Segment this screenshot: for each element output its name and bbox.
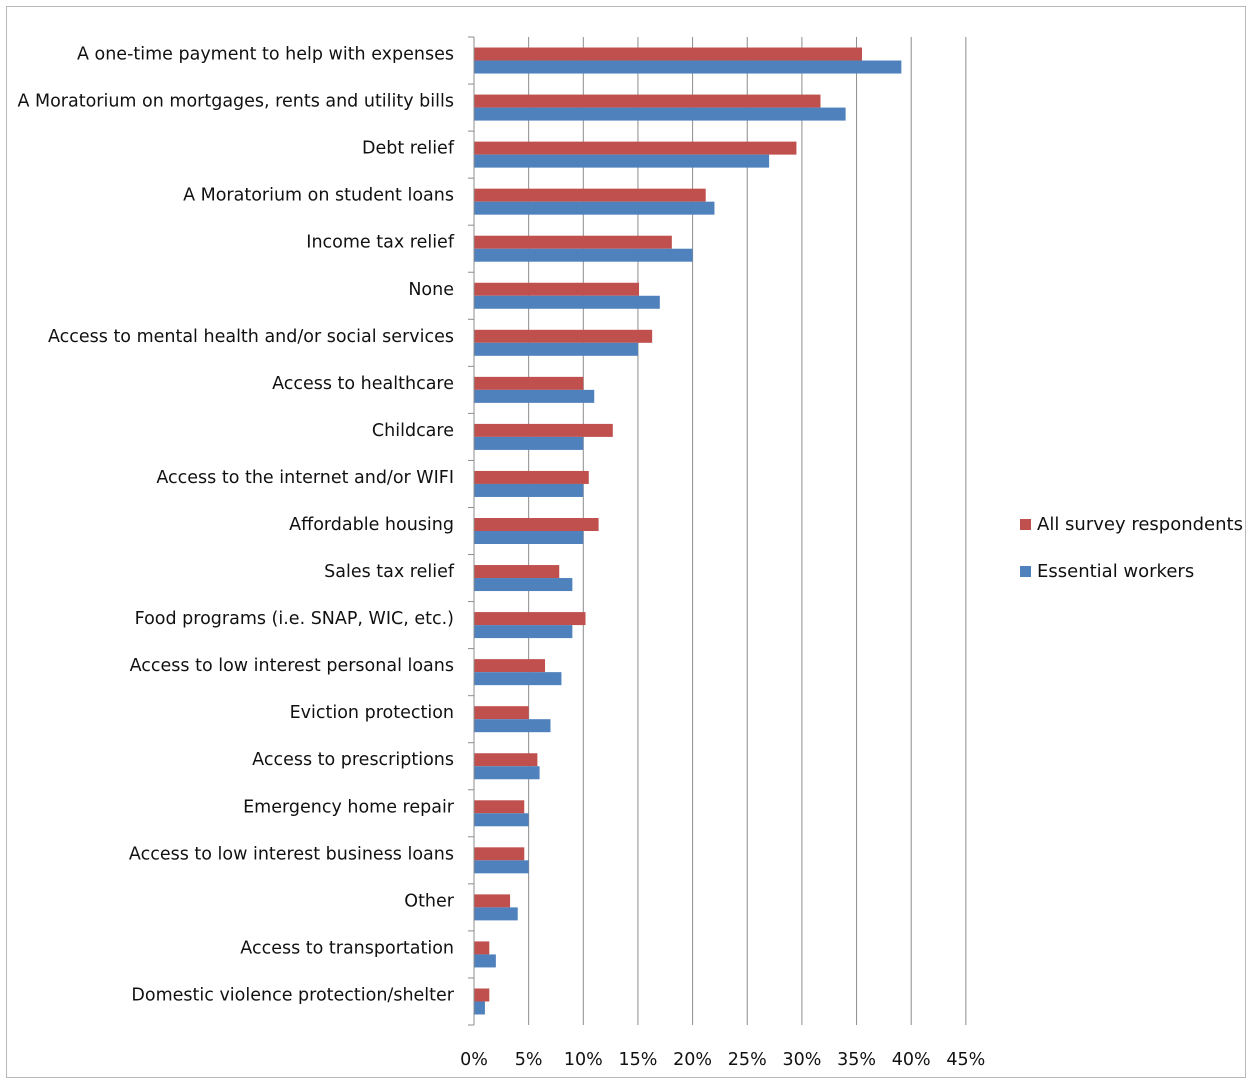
bar-essential-workers bbox=[474, 248, 693, 262]
x-tick-label: 45% bbox=[946, 1050, 985, 1070]
bar-all-respondents bbox=[474, 659, 546, 673]
bar-essential-workers bbox=[474, 578, 573, 592]
bar-essential-workers bbox=[474, 295, 660, 309]
x-tick-label: 10% bbox=[564, 1050, 603, 1070]
bar-all-respondents bbox=[474, 988, 490, 1002]
category-label: Domestic violence protection/shelter bbox=[131, 985, 454, 1005]
category-label: None bbox=[408, 280, 454, 300]
bar-essential-workers bbox=[474, 389, 595, 403]
x-tick-label: 15% bbox=[618, 1050, 657, 1070]
legend-label: Essential workers bbox=[1037, 561, 1194, 582]
bar-essential-workers bbox=[474, 483, 584, 497]
bar-all-respondents bbox=[474, 329, 653, 343]
bar-all-respondents bbox=[474, 565, 560, 579]
category-label: Income tax relief bbox=[306, 233, 455, 253]
bar-all-respondents bbox=[474, 706, 529, 720]
legend-swatch bbox=[1020, 519, 1031, 530]
category-label: A Moratorium on mortgages, rents and uti… bbox=[17, 92, 454, 112]
category-label: Sales tax relief bbox=[324, 562, 455, 582]
x-tick-label: 30% bbox=[782, 1050, 821, 1070]
bar-all-respondents bbox=[474, 188, 706, 202]
bar-essential-workers bbox=[474, 1001, 485, 1015]
category-label: Access to transportation bbox=[240, 938, 454, 958]
category-label: A Moratorium on student loans bbox=[183, 186, 454, 206]
category-label: Access to prescriptions bbox=[252, 750, 454, 770]
category-label: Debt relief bbox=[362, 139, 455, 159]
bar-all-respondents bbox=[474, 847, 525, 861]
bar-all-respondents bbox=[474, 894, 511, 908]
bar-essential-workers bbox=[474, 813, 529, 827]
bar-essential-workers bbox=[474, 954, 496, 968]
chart-frame bbox=[6, 6, 1246, 1078]
bars bbox=[474, 47, 902, 1015]
bar-essential-workers bbox=[474, 719, 551, 733]
bar-all-respondents bbox=[474, 612, 586, 626]
bar-all-respondents bbox=[474, 282, 640, 296]
category-label: Access to the internet and/or WIFI bbox=[156, 468, 454, 488]
x-tick-label: 0% bbox=[460, 1050, 488, 1070]
category-label: Eviction protection bbox=[290, 703, 454, 723]
bar-essential-workers bbox=[474, 766, 540, 780]
bar-essential-workers bbox=[474, 201, 715, 215]
bar-essential-workers bbox=[474, 672, 562, 686]
x-tick-label: 20% bbox=[673, 1050, 712, 1070]
legend-label: All survey respondents bbox=[1037, 514, 1243, 535]
category-label: Access to mental health and/or social se… bbox=[48, 327, 454, 347]
x-tick-label: 40% bbox=[892, 1050, 931, 1070]
x-tick-label: 5% bbox=[515, 1050, 543, 1070]
bar-all-respondents bbox=[474, 470, 589, 484]
bar-all-respondents bbox=[474, 753, 538, 767]
bar-all-respondents bbox=[474, 800, 525, 814]
bar-all-respondents bbox=[474, 941, 490, 955]
category-label: Food programs (i.e. SNAP, WIC, etc.) bbox=[135, 609, 454, 629]
category-label: A one-time payment to help with expenses bbox=[77, 45, 454, 65]
bar-essential-workers bbox=[474, 531, 584, 544]
bar-essential-workers bbox=[474, 60, 902, 74]
bar-essential-workers bbox=[474, 860, 529, 874]
category-axis bbox=[468, 36, 475, 1026]
bar-essential-workers bbox=[474, 154, 770, 168]
x-tick-label: 25% bbox=[728, 1050, 767, 1070]
bar-all-respondents bbox=[474, 423, 613, 437]
category-label: Childcare bbox=[372, 421, 454, 441]
bar-essential-workers bbox=[474, 625, 573, 639]
x-tick-labels: 0% 5% 10% 15% 20% 25% 30% 35% 40% 45% bbox=[460, 1050, 985, 1070]
category-label: Access to healthcare bbox=[272, 374, 454, 394]
category-label: Affordable housing bbox=[289, 515, 454, 535]
bar-all-respondents bbox=[474, 518, 599, 531]
bar-all-respondents bbox=[474, 47, 863, 61]
bar-all-respondents bbox=[474, 235, 672, 249]
legend-swatch bbox=[1020, 566, 1031, 577]
bar-all-respondents bbox=[474, 94, 821, 108]
category-label: Emergency home repair bbox=[243, 797, 455, 817]
bar-all-respondents bbox=[474, 376, 584, 390]
category-label: Access to low interest business loans bbox=[129, 844, 454, 864]
category-label: Access to low interest personal loans bbox=[130, 656, 454, 676]
category-label: Other bbox=[404, 891, 454, 911]
legend: All survey respondents Essential workers bbox=[1020, 514, 1243, 582]
bar-all-respondents bbox=[474, 141, 797, 155]
bar-essential-workers bbox=[474, 107, 846, 121]
category-labels: A one-time payment to help with expenses… bbox=[17, 45, 454, 1006]
x-tick-label: 35% bbox=[837, 1050, 876, 1070]
bar-essential-workers bbox=[474, 436, 584, 450]
bar-essential-workers bbox=[474, 907, 518, 921]
bar-essential-workers bbox=[474, 342, 638, 356]
